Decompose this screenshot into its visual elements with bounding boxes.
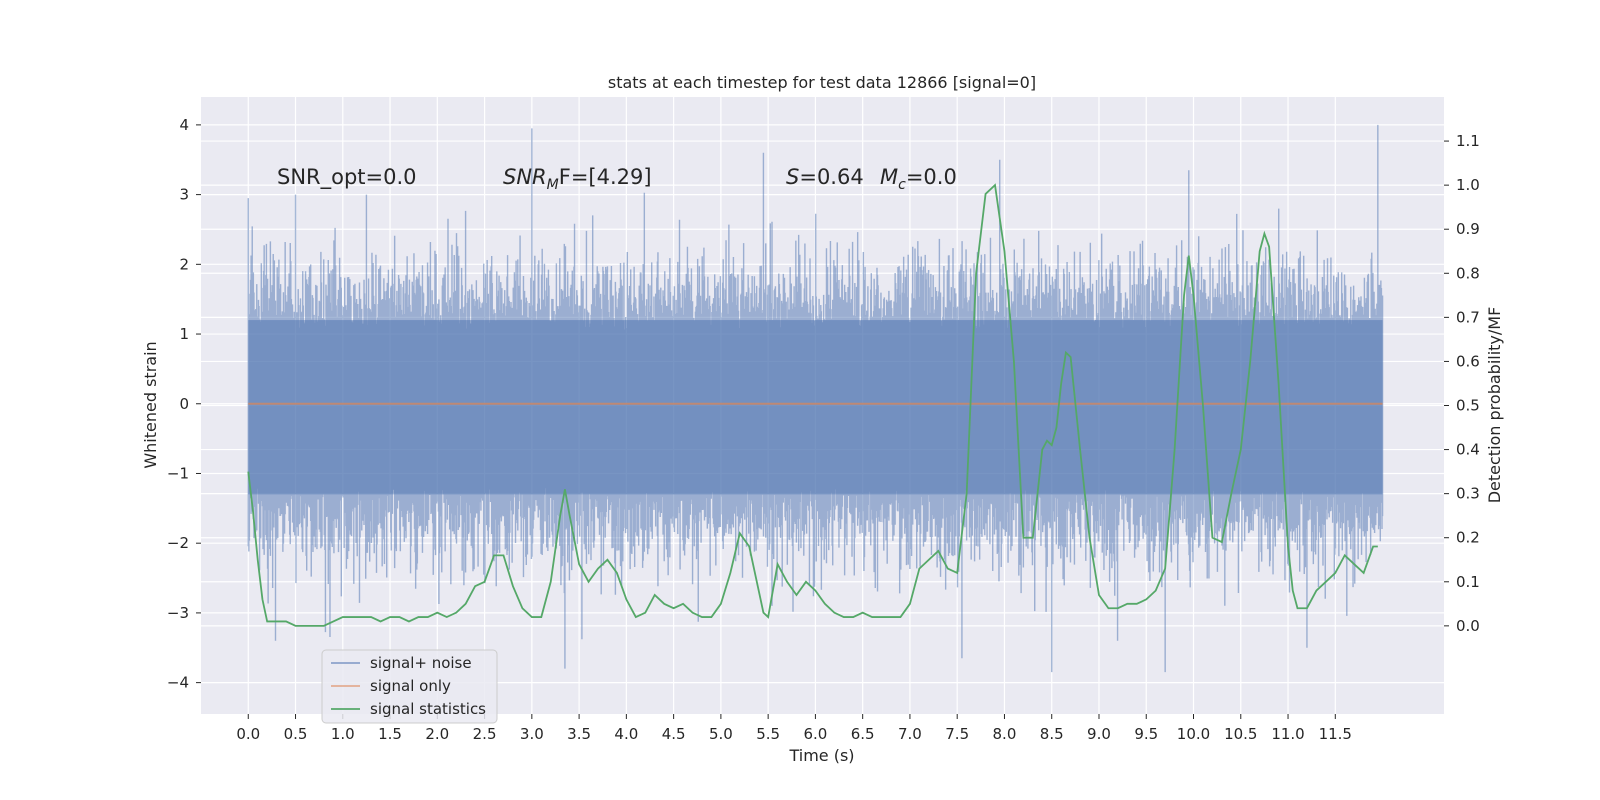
y-right-axis-ticks: 1.1 1.0 0.9 0.8 0.7 0.6 0.5 0.4 0.3 0.2 0.1 0.0 — [1444, 132, 1480, 635]
chart-title: stats at each timestep for test data 128… — [608, 73, 1036, 92]
annotation-snr-mf-prefix: SNR — [503, 165, 547, 189]
y-left-tick-label: 0 — [179, 395, 189, 413]
y-left-tick-label: 3 — [179, 186, 189, 204]
annotation-s-prefix: S — [786, 165, 799, 189]
y-left-tick-label: −4 — [167, 674, 189, 692]
x-tick-label: 6.0 — [803, 725, 827, 743]
x-tick-label: 11.0 — [1271, 725, 1304, 743]
x-tick-label: 2.0 — [425, 725, 449, 743]
legend-box — [321, 649, 498, 724]
legend-label-signal-only: signal only — [370, 677, 451, 695]
x-tick-label: 0.5 — [284, 725, 308, 743]
legend-label-signal-statistics: signal statistics — [370, 700, 486, 718]
x-tick-label: 1.0 — [331, 725, 355, 743]
annotation-s-value: =0.64 — [799, 165, 863, 189]
annotation-snr-mf: SNRMF=[4.29] — [503, 165, 652, 193]
y-right-tick-label: 0.7 — [1456, 308, 1480, 326]
y-right-tick-label: 0.5 — [1456, 397, 1480, 415]
x-axis-label: Time (s) — [788, 746, 854, 765]
x-tick-label: 10.5 — [1224, 725, 1257, 743]
y-right-tick-label: 0.4 — [1456, 441, 1480, 459]
y-left-axis-ticks: 4 3 2 1 0 −1 −2 −3 −4 — [167, 116, 201, 692]
legend-label-signal-noise: signal+ noise — [370, 654, 472, 672]
annotation-mc-value: =0.0 — [906, 165, 957, 189]
x-tick-label: 4.0 — [614, 725, 638, 743]
x-tick-label: 8.0 — [993, 725, 1017, 743]
x-tick-label: 11.5 — [1319, 725, 1352, 743]
x-tick-label: 3.5 — [567, 725, 591, 743]
y-right-tick-label: 0.3 — [1456, 485, 1480, 503]
annotation-snr-mf-suffix: F=[4.29] — [559, 165, 652, 189]
x-tick-label: 3.0 — [520, 725, 544, 743]
x-tick-label: 8.5 — [1040, 725, 1064, 743]
x-tick-label: 9.0 — [1087, 725, 1111, 743]
y-right-tick-label: 1.0 — [1456, 176, 1480, 194]
y-left-tick-label: 2 — [179, 255, 189, 273]
x-tick-label: 6.5 — [851, 725, 875, 743]
x-tick-label: 2.5 — [473, 725, 497, 743]
y-left-tick-label: −1 — [167, 464, 189, 482]
x-tick-label: 0.0 — [236, 725, 260, 743]
x-tick-label: 5.5 — [756, 725, 780, 743]
x-tick-label: 7.0 — [898, 725, 922, 743]
x-axis-ticks: 0.0 0.5 1.0 1.5 2.0 2.5 3.0 3.5 4.0 4.5 5.0 5.5 6.0 6… — [236, 714, 1352, 743]
y-right-tick-label: 0.6 — [1456, 352, 1480, 370]
y-right-tick-label: 0.8 — [1456, 264, 1480, 282]
signal-statistics-series — [247, 183, 1378, 627]
y-left-tick-label: −3 — [167, 604, 189, 622]
x-tick-label: 1.5 — [378, 725, 402, 743]
y-left-tick-label: 1 — [179, 325, 189, 343]
y-left-tick-label: 4 — [179, 116, 189, 134]
x-tick-label: 7.5 — [945, 725, 969, 743]
x-tick-label: 9.5 — [1134, 725, 1158, 743]
y-right-tick-label: 0.0 — [1456, 617, 1480, 635]
y-right-tick-label: 0.2 — [1456, 529, 1480, 547]
signal-noise-series — [247, 124, 1384, 673]
annotation-mc-prefix: M — [880, 165, 898, 189]
y-right-axis-label: Detection probability/MF — [1485, 307, 1504, 504]
y-left-axis-label: Whitened strain — [141, 341, 160, 468]
annotation-s: S=0.64 — [786, 165, 864, 189]
x-tick-label: 10.0 — [1177, 725, 1210, 743]
annotation-mc: Mc=0.0 — [880, 165, 957, 193]
y-right-tick-label: 1.1 — [1456, 132, 1480, 150]
annotation-snr-mf-sub: M — [547, 177, 559, 193]
signal-statistics-line — [247, 183, 1378, 627]
x-tick-label: 5.0 — [709, 725, 733, 743]
y-left-tick-label: −2 — [167, 534, 189, 552]
y-right-tick-label: 0.1 — [1456, 573, 1480, 591]
annotation-snr-opt: SNR_opt=0.0 — [277, 165, 417, 190]
annotation-mc-sub: c — [898, 177, 906, 193]
y-right-tick-label: 0.9 — [1456, 220, 1480, 238]
x-tick-label: 4.5 — [662, 725, 686, 743]
legend: signal+ noise signal only signal statist… — [321, 649, 498, 724]
